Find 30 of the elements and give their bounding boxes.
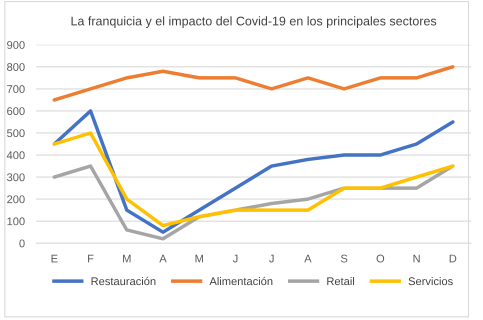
x-tick-label: O <box>376 254 384 262</box>
y-tick-label: 700 <box>7 85 25 94</box>
y-tick-label: 500 <box>7 129 25 138</box>
y-tick-label: 0 <box>19 239 25 248</box>
chart-title: La franquicia y el impacto del Covid-19 en los principales sectores <box>72 16 436 28</box>
x-tick-label: A <box>159 254 167 262</box>
x-tick-label: E <box>52 254 58 262</box>
legend-label: Servicios <box>408 277 453 286</box>
legend-label: Retail <box>327 277 354 286</box>
y-tick-label: 300 <box>7 173 25 182</box>
y-tick-label: 100 <box>7 217 25 226</box>
y-tick-label: 800 <box>7 63 25 71</box>
x-tick-label: F <box>88 254 94 262</box>
x-tick-label: J <box>232 254 238 262</box>
y-tick-label: 600 <box>7 107 25 116</box>
y-tick-label: 900 <box>7 41 25 49</box>
x-tick-label: A <box>304 254 312 262</box>
x-tick-label: N <box>413 254 420 262</box>
y-tick-label: 400 <box>6 151 25 160</box>
line-series <box>52 65 455 102</box>
x-tick-label: J <box>269 254 274 262</box>
x-tick-label: M <box>123 254 131 262</box>
x-tick-label: S <box>340 254 348 262</box>
x-tick-label: D <box>450 254 456 262</box>
line-series <box>52 109 455 234</box>
legend-label: Alimentación <box>209 276 272 286</box>
x-tick-label: M <box>196 254 203 262</box>
legend-label: Restauración <box>92 276 156 286</box>
line-series <box>52 131 455 228</box>
y-tick-label: 200 <box>7 195 25 204</box>
